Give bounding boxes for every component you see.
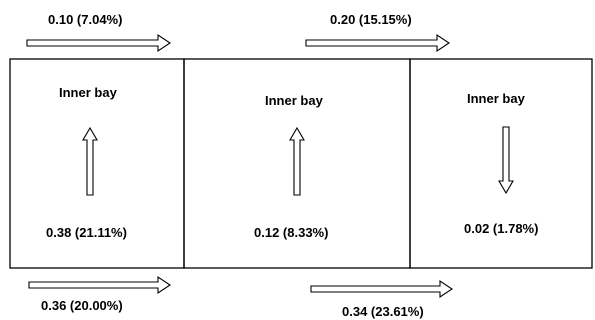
bay-title-3: Inner bay	[467, 91, 525, 106]
bay-value-3: 0.02 (1.78%)	[464, 221, 539, 236]
top-flow-arrow-1	[26, 33, 171, 53]
bay-title-1: Inner bay	[59, 85, 117, 100]
bay-arrow-down-3	[498, 126, 514, 195]
bay-arrow-up-1	[82, 126, 98, 196]
bottom-flow-label-1: 0.36 (20.00%)	[41, 298, 123, 313]
top-flow-label-2: 0.20 (15.15%)	[330, 12, 412, 27]
bottom-flow-arrow-2	[310, 279, 453, 299]
bay-value-2: 0.12 (8.33%)	[254, 225, 329, 240]
top-flow-label-1: 0.10 (7.04%)	[48, 12, 123, 27]
top-flow-arrow-2	[305, 33, 450, 53]
bottom-flow-label-2: 0.34 (23.61%)	[342, 304, 424, 319]
bay-title-2: Inner bay	[265, 93, 323, 108]
bay-value-1: 0.38 (21.11%)	[46, 225, 127, 240]
bottom-flow-arrow-1	[28, 275, 171, 295]
bay-arrow-up-2	[289, 126, 305, 196]
bay-box-3	[409, 58, 593, 269]
